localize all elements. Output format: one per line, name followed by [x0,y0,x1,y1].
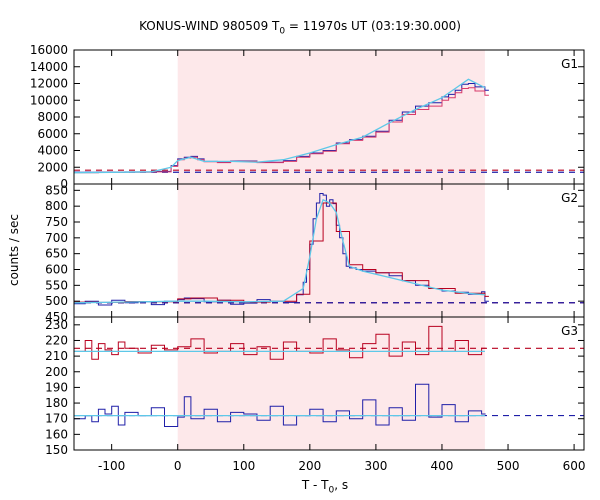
panel-g3-series-1 [74,383,486,427]
panel-g3-ytick-label: 200 [45,365,68,379]
x-tick-label: 200 [298,459,321,473]
panel-g1-ytick-label: 6000 [37,127,68,141]
panel-g1-ytick-label: 2000 [37,160,68,174]
panel-g3-ytick-label: 190 [45,380,68,394]
panel-g2-ytick-label: 800 [45,199,68,213]
panel-g1-ytick-label: 4000 [37,144,68,158]
x-axis-label: T - T0, s [0,478,600,495]
title-prefix: KONUS-WIND 980509 T [139,19,280,33]
panel-g2-ytick-label: 750 [45,215,68,229]
x-tick-label: -100 [98,459,125,473]
title-suffix: = 11970s UT (03:19:30.000) [285,19,461,33]
x-tick-label: 600 [563,459,586,473]
panel-g3-series-0 [74,325,486,360]
panel-g2-ytick-label: 500 [45,294,68,308]
panel-g3-ytick-label: 150 [45,443,68,457]
chart-title: KONUS-WIND 980509 T0 = 11970s UT (03:19:… [0,19,600,36]
xlabel-subscript: 0 [328,485,335,496]
panel-g2-ytick-label: 450 [45,310,68,324]
panel-g3-ytick-label: 170 [45,412,68,426]
x-tick-label: 400 [431,459,454,473]
panel-g3-ytick-label: 180 [45,396,68,410]
panel-g3-label: G3 [561,324,578,338]
panel-g3-ytick-label: 220 [45,333,68,347]
panel-g2-ytick-label: 650 [45,247,68,261]
panel-g1-ytick-label: 14000 [30,60,68,74]
panel-g2-series-2 [73,198,485,304]
panel-g2-ytick-label: 850 [45,183,68,197]
x-tick-label: 100 [232,459,255,473]
panel-g1-ytick-label: 12000 [30,77,68,91]
panel-g2-ytick-label: 700 [45,231,68,245]
panel-g1-ytick-label: 16000 [30,43,68,57]
panel-g3-ytick-label: 160 [45,427,68,441]
x-tick-label: 300 [364,459,387,473]
panel-g3-ytick-label: 230 [45,318,68,332]
panel-g1-ytick-label: 0 [60,177,68,191]
xlabel-prefix: T - T [301,478,329,492]
title-subscript: 0 [279,26,286,37]
panel-g3-shaded-interval [177,317,485,450]
panel-g1-label: G1 [561,57,578,71]
x-tick-label: 500 [497,459,520,473]
panel-g2-shaded-interval [177,184,485,317]
panel-g3-frame [73,316,585,451]
y-axis-label: counts / sec [7,213,21,287]
panel-g2-ytick-label: 600 [45,263,68,277]
xlabel-suffix: , s [334,478,349,492]
panel-g1-shaded-interval [177,50,485,184]
panel-g2-label: G2 [561,191,578,205]
panel-g1-ytick-label: 8000 [37,110,68,124]
x-tick-label: 0 [174,459,182,473]
panel-g3-ytick-label: 210 [45,349,68,363]
panel-g1-series-2 [73,78,486,174]
panel-g1-ytick-label: 10000 [30,93,68,107]
panel-g2-ytick-label: 550 [45,278,68,292]
